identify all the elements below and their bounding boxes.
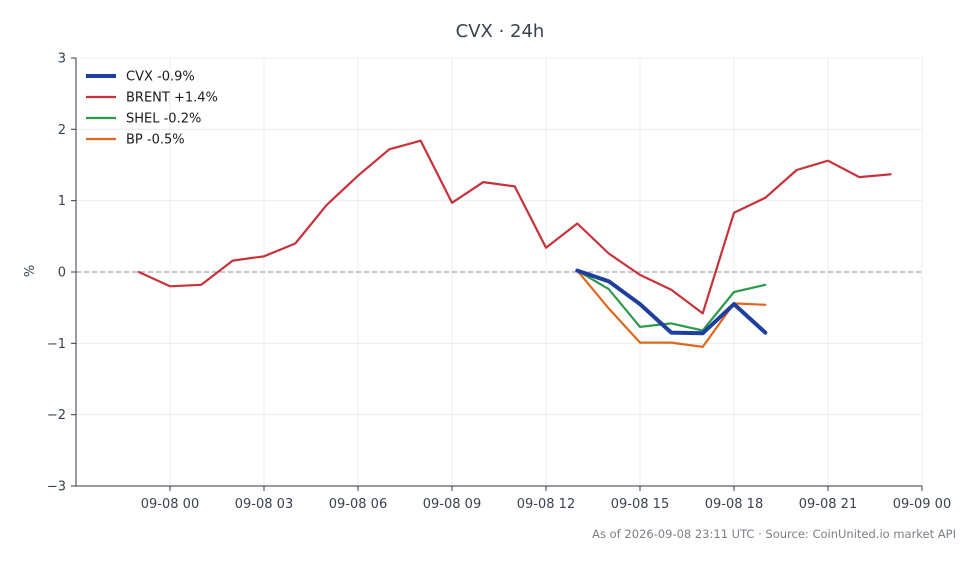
y-axis-label: % xyxy=(23,265,38,277)
series-lines xyxy=(137,139,892,348)
x-tick-label: 09-08 06 xyxy=(329,497,387,512)
legend-label-bp: BP -0.5% xyxy=(126,133,185,148)
x-tick-label: 09-08 00 xyxy=(141,497,199,512)
legend-label-cvx: CVX -0.9% xyxy=(126,70,195,85)
x-tick-label: 09-08 12 xyxy=(517,497,575,512)
x-tick-label: 09-09 00 xyxy=(893,497,951,512)
x-tick-label: 09-08 09 xyxy=(423,497,481,512)
y-tick-label: −1 xyxy=(47,337,66,352)
x-tick-label: 09-08 15 xyxy=(611,497,669,512)
y-tick-label: 0 xyxy=(58,266,66,281)
series-line-brent xyxy=(137,139,892,315)
y-tick-label: 3 xyxy=(58,52,66,67)
chart-title: CVX · 24h xyxy=(456,21,545,42)
legend-label-brent: BRENT +1.4% xyxy=(126,91,218,106)
x-tick-label: 09-08 03 xyxy=(235,497,293,512)
y-tick-label: 2 xyxy=(58,123,66,138)
x-tick-label: 09-08 18 xyxy=(705,497,763,512)
y-tick-label: −2 xyxy=(47,408,66,423)
y-tick-label: −3 xyxy=(47,480,66,495)
legend-label-shel: SHEL -0.2% xyxy=(126,112,201,127)
legend: CVX -0.9% BRENT +1.4% SHEL -0.2% BP -0.5% xyxy=(86,70,218,148)
y-tick-label: 1 xyxy=(58,194,66,209)
footer-note: As of 2026-09-08 23:11 UTC · Source: Coi… xyxy=(592,527,956,541)
series-line-shel xyxy=(576,269,767,332)
series-line-cvx xyxy=(575,268,768,336)
x-tick-label: 09-08 21 xyxy=(799,497,857,512)
axes: 3 2 1 0 −1 −2 −3 09-08 00 09-08 03 09-08 06 09-08 … xyxy=(47,52,951,513)
